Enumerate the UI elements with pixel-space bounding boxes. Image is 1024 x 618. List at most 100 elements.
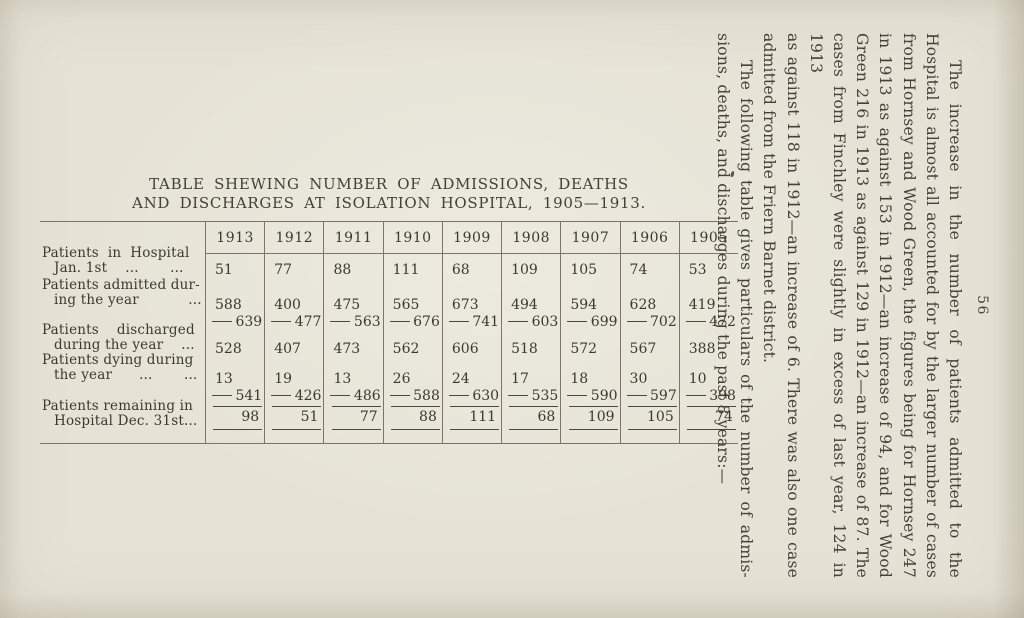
table-cell: 77 (323, 403, 382, 443)
total-dash (626, 395, 647, 396)
row-label: Patients dying during the year ... ... (42, 352, 198, 383)
table-cell: 51 (205, 254, 264, 284)
remaining-value: 88 (390, 406, 440, 430)
table-title-line1: TABLE SHEWING NUMBER OF ADMISSIONS, DEAT… (149, 175, 629, 193)
total-dash (330, 395, 351, 396)
year-header-cell: 1909 (441, 222, 502, 254)
year-header-cells: 1913 1912 1911 1910 1909 1908 1907 1906 … (205, 222, 738, 254)
row-label: Patients in Hospital Jan. 1st ... ... (42, 245, 190, 276)
table-total-cell: 676 (382, 314, 442, 330)
table-row-in-hospital: Patients in Hospital Jan. 1st ... ... 51… (40, 246, 738, 284)
table-cell: 68 (441, 254, 501, 284)
year-header-cell: 1906 (619, 222, 679, 254)
body-text-line: as against 118 in 1912—an increase of 6.… (783, 33, 802, 578)
total-dash (685, 395, 706, 396)
rotated-body-text: 56 The increase in the number of patient… (714, 33, 990, 578)
admissions-table: 1913 1912 1911 1910 1909 1908 1907 1906 … (40, 221, 738, 444)
table-cell: 388 (678, 329, 738, 359)
table-cell: 594 (560, 284, 619, 314)
table-cell: 407 (264, 329, 323, 359)
year-header-cell: 1913 (205, 222, 265, 254)
table-total-cell: 590 (560, 388, 619, 404)
body-text-line: admitted from the Friern Barnet district… (760, 33, 779, 364)
year-header-cell: 1910 (382, 222, 442, 254)
table-total-cell: 639 (205, 314, 264, 330)
total-dash (685, 321, 706, 322)
table-total-cell: 535 (501, 388, 560, 404)
year-header-cell: 1911 (323, 222, 383, 254)
table-cell: 88 (323, 254, 382, 284)
total-dash (271, 395, 292, 396)
table-cell: 475 (323, 284, 382, 314)
table-total-cell: 398 (678, 388, 738, 404)
total-dash (508, 395, 529, 396)
body-text-line: in 1913 as against 153 in 1912—an increa… (876, 33, 895, 578)
remaining-value: 98 (213, 406, 263, 430)
row-label: Patients remaining in Hospital Dec. 31st… (42, 398, 198, 429)
table-cell: 109 (560, 403, 619, 443)
page-number: 56 (974, 295, 990, 316)
table-cell: 10 (678, 359, 738, 388)
table-row-admitted: Patients admitted dur- ing the year ... … (40, 278, 738, 314)
table-cell: 13 (323, 359, 382, 388)
table-cell: 473 (323, 329, 382, 359)
table-cell: 30 (619, 359, 679, 388)
total-dash (508, 321, 529, 322)
table-cell: 673 (441, 284, 501, 314)
table-cell: 18 (560, 359, 619, 388)
total-dash (448, 321, 469, 322)
table-cell: 105 (560, 254, 619, 284)
table-cell: 562 (382, 329, 442, 359)
table-cell: 74 (678, 403, 738, 443)
table-cell: 26 (382, 359, 442, 388)
table-cell: 111 (441, 403, 501, 443)
body-text-line: cases from Finchley were slightly in exc… (806, 33, 848, 578)
table-cell: 105 (619, 403, 679, 443)
table-cell: 400 (264, 284, 323, 314)
year-header-cell: 1905 (678, 222, 738, 254)
table-total-cell: 563 (323, 314, 382, 330)
table-cell: 419 (678, 284, 738, 314)
remaining-value: 105 (627, 406, 677, 430)
table-cell: 572 (560, 329, 619, 359)
body-text-line: sions, deaths, and discharges during the… (713, 33, 732, 485)
table-cell: 19 (264, 359, 323, 388)
table-row-out-totals: 541 426 486 588 (40, 388, 738, 404)
body-text-line: from Hornsey and Wood Green, the figures… (899, 33, 918, 578)
remaining-value: 68 (509, 406, 559, 430)
remaining-value: 109 (568, 406, 618, 430)
remaining-value: 51 (272, 406, 322, 430)
table-header-row: 1913 1912 1911 1910 1909 1908 1907 1906 … (40, 222, 738, 254)
table-cell: 565 (382, 284, 442, 314)
table-cell: 567 (619, 329, 679, 359)
table-total-cell: 472 (678, 314, 738, 330)
table-cell: 518 (501, 329, 560, 359)
table-cell: 53 (678, 254, 738, 284)
table-cell: 74 (619, 254, 679, 284)
body-text-line: Green 216 in 1913 as against 129 in 1912… (853, 33, 872, 578)
table-cell: 628 (619, 284, 679, 314)
table-cell: 111 (382, 254, 442, 284)
total-dash (212, 321, 232, 322)
remaining-value: 74 (686, 406, 736, 430)
remaining-value: 111 (450, 406, 500, 430)
total-dash (212, 395, 232, 396)
total-dash (567, 321, 588, 322)
body-text-line: Hospital is almost all accounted for by … (922, 33, 941, 578)
total-dash (389, 321, 410, 322)
total-dash (271, 321, 292, 322)
table-cell: 98 (205, 403, 264, 443)
table-total-cell: 699 (560, 314, 619, 330)
table-total-cell: 630 (441, 388, 501, 404)
body-text-line: The following table gives particulars of… (737, 60, 756, 578)
table-title: TABLE SHEWING NUMBER OF ADMISSIONS, DEAT… (40, 175, 738, 212)
row-label: Patients discharged during the year ... (42, 322, 195, 353)
table-cell: 109 (501, 254, 560, 284)
table-cell: 77 (264, 254, 323, 284)
total-dash (448, 395, 469, 396)
table-total-cell: 597 (619, 388, 679, 404)
table-cell: 528 (205, 329, 264, 359)
table-title-line2: AND DISCHARGES AT ISOLATION HOSPITAL, 19… (132, 193, 646, 212)
table-total-cell: 541 (205, 388, 264, 404)
